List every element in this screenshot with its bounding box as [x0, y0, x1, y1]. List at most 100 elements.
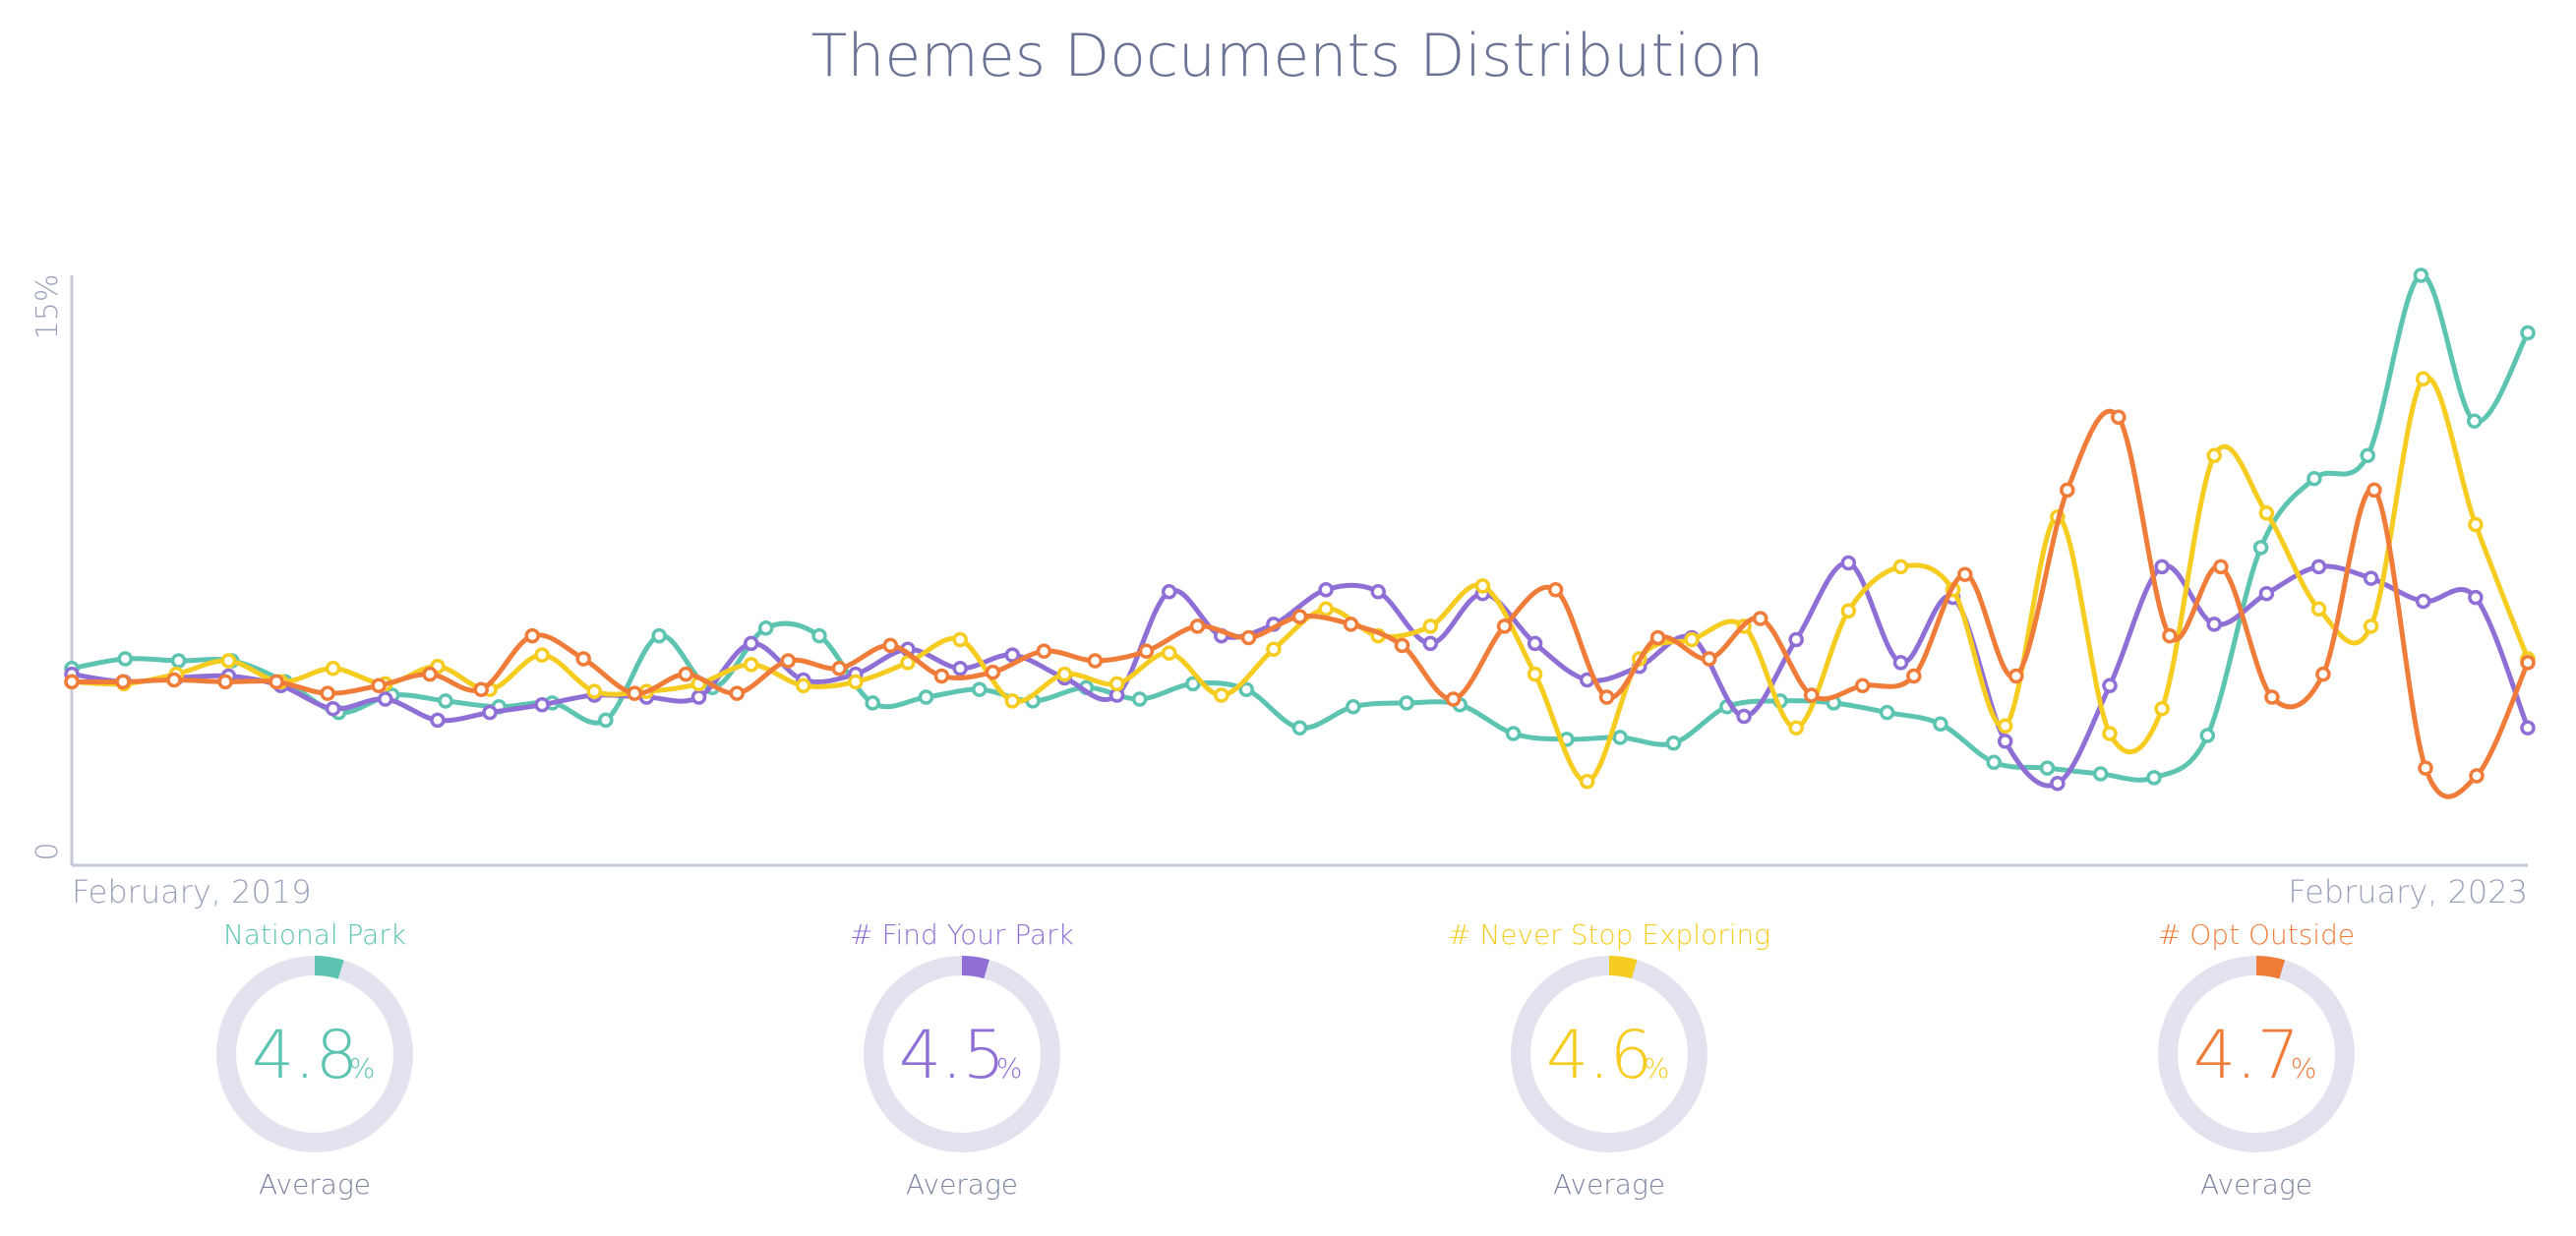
data-point[interactable] — [1788, 720, 1804, 736]
data-point[interactable] — [757, 620, 774, 636]
data-point[interactable] — [1803, 687, 1820, 703]
data-point[interactable] — [1957, 566, 1973, 582]
data-point[interactable] — [1422, 618, 1439, 634]
data-point[interactable] — [2469, 768, 2485, 784]
data-point[interactable] — [1752, 611, 1768, 626]
data-point[interactable] — [2418, 760, 2433, 776]
data-point[interactable] — [690, 689, 707, 705]
data-point[interactable] — [1240, 629, 1257, 646]
data-point[interactable] — [482, 704, 498, 721]
data-point[interactable] — [743, 635, 759, 652]
data-point[interactable] — [2213, 559, 2229, 575]
data-point[interactable] — [115, 674, 131, 690]
data-point[interactable] — [1892, 655, 1909, 671]
data-point[interactable] — [1445, 691, 1462, 707]
data-point[interactable] — [269, 674, 284, 690]
data-point[interactable] — [378, 691, 393, 707]
data-point[interactable] — [627, 685, 642, 701]
data-point[interactable] — [325, 700, 341, 717]
data-point[interactable] — [811, 627, 827, 644]
data-point[interactable] — [64, 674, 80, 690]
data-point[interactable] — [1346, 699, 1361, 715]
data-point[interactable] — [1496, 618, 1513, 634]
data-point[interactable] — [952, 661, 968, 677]
data-point[interactable] — [1399, 695, 1414, 711]
data-point[interactable] — [2092, 766, 2109, 782]
data-point[interactable] — [2306, 470, 2322, 487]
data-point[interactable] — [1370, 584, 1386, 600]
data-point[interactable] — [1701, 651, 1717, 667]
data-point[interactable] — [1087, 653, 1104, 669]
data-point[interactable] — [1997, 718, 2013, 735]
data-point[interactable] — [473, 681, 489, 697]
data-point[interactable] — [780, 653, 797, 669]
data-point[interactable] — [2252, 540, 2269, 556]
data-point[interactable] — [1318, 601, 1334, 618]
data-point[interactable] — [2363, 570, 2379, 586]
data-point[interactable] — [900, 655, 916, 671]
data-point[interactable] — [1986, 754, 2002, 771]
data-point[interactable] — [2315, 666, 2331, 682]
data-point[interactable] — [2111, 409, 2127, 426]
data-point[interactable] — [1161, 645, 1177, 661]
data-point[interactable] — [2415, 593, 2431, 610]
data-point[interactable] — [2060, 482, 2075, 499]
data-point[interactable] — [2360, 447, 2375, 464]
data-point[interactable] — [1161, 584, 1177, 600]
data-point[interactable] — [1422, 635, 1439, 652]
data-point[interactable] — [743, 657, 759, 673]
data-point[interactable] — [985, 664, 1001, 680]
data-point[interactable] — [1840, 555, 1857, 571]
data-point[interactable] — [2102, 677, 2118, 694]
data-point[interactable] — [117, 651, 134, 667]
data-point[interactable] — [1238, 681, 1254, 697]
data-point[interactable] — [933, 668, 950, 684]
data-point[interactable] — [1612, 730, 1628, 745]
data-point[interactable] — [1527, 666, 1543, 682]
data-point[interactable] — [1840, 603, 1857, 619]
data-point[interactable] — [952, 631, 968, 648]
data-point[interactable] — [1189, 618, 1206, 634]
data-point[interactable] — [796, 677, 811, 694]
data-point[interactable] — [2146, 770, 2162, 786]
data-point[interactable] — [2520, 655, 2536, 671]
data-point[interactable] — [2206, 447, 2222, 464]
data-point[interactable] — [575, 651, 591, 667]
data-point[interactable] — [1185, 676, 1201, 692]
data-point[interactable] — [678, 666, 694, 682]
data-point[interactable] — [1505, 726, 1522, 741]
data-point[interactable] — [2206, 617, 2222, 632]
data-point[interactable] — [1527, 635, 1543, 652]
data-point[interactable] — [1892, 559, 1909, 575]
data-point[interactable] — [2310, 601, 2327, 618]
data-point[interactable] — [2050, 776, 2066, 792]
data-point[interactable] — [2008, 668, 2024, 684]
data-point[interactable] — [1933, 716, 1948, 733]
data-point[interactable] — [320, 685, 335, 701]
data-point[interactable] — [2520, 324, 2536, 341]
data-point[interactable] — [1854, 677, 1871, 694]
data-point[interactable] — [325, 661, 341, 677]
data-point[interactable] — [865, 695, 880, 711]
data-point[interactable] — [2366, 482, 2382, 499]
data-point[interactable] — [1684, 631, 1700, 648]
data-point[interactable] — [2199, 728, 2216, 743]
data-point[interactable] — [2258, 585, 2275, 602]
data-point[interactable] — [220, 653, 237, 669]
data-point[interactable] — [2310, 559, 2327, 575]
data-point[interactable] — [1879, 704, 1895, 721]
data-point[interactable] — [422, 666, 438, 682]
data-point[interactable] — [831, 661, 848, 677]
data-point[interactable] — [2039, 760, 2056, 776]
data-point[interactable] — [1291, 720, 1308, 736]
data-point[interactable] — [1665, 736, 1682, 751]
data-point[interactable] — [1598, 689, 1615, 705]
data-point[interactable] — [586, 683, 603, 699]
data-point[interactable] — [1214, 687, 1229, 703]
data-point[interactable] — [1788, 631, 1804, 648]
data-point[interactable] — [1266, 641, 1282, 658]
data-point[interactable] — [1736, 708, 1752, 725]
data-point[interactable] — [598, 712, 614, 729]
data-point[interactable] — [2468, 589, 2484, 606]
data-point[interactable] — [1318, 582, 1334, 598]
